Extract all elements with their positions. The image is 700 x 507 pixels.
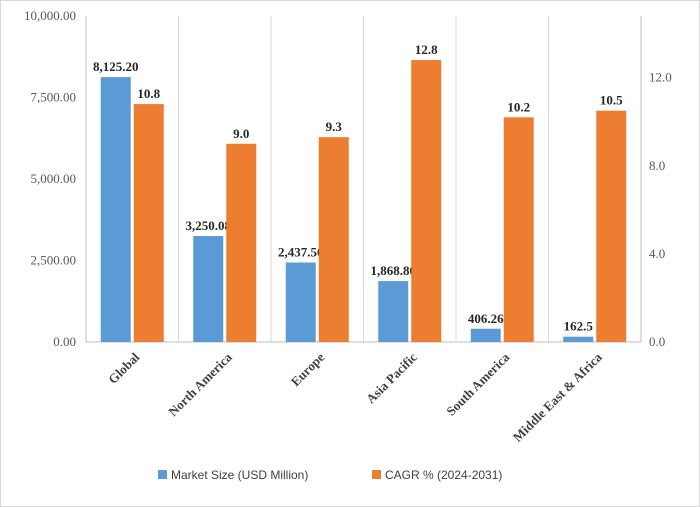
y-right-tick-label: 4.0 <box>649 246 665 261</box>
data-label-market-size: 8,125.20 <box>93 59 139 74</box>
y-left-tick-label: 5,000.00 <box>31 171 77 186</box>
category-label: South America <box>443 349 512 418</box>
bar-cagr <box>411 60 442 343</box>
y-left-tick-label: 0.00 <box>53 334 76 349</box>
bar-cagr <box>226 143 257 342</box>
y-right-tick-label: 12.0 <box>649 70 672 85</box>
bar-cagr <box>133 104 164 342</box>
bar-market-size <box>100 77 131 343</box>
category-label: Asia Pacific <box>363 349 420 406</box>
data-label-cagr: 10.8 <box>137 86 160 101</box>
bar-market-size <box>378 281 409 342</box>
category-label: Europe <box>288 349 328 389</box>
bar-cagr <box>318 137 349 342</box>
category-label: Global <box>105 349 142 386</box>
bar-market-size <box>470 328 501 342</box>
data-label-market-size: 3,250.08 <box>186 218 232 233</box>
bar-cagr <box>596 110 627 342</box>
legend-swatch-market-size <box>158 470 167 479</box>
y-right-tick-label: 8.0 <box>649 158 665 173</box>
data-label-market-size: 406.26 <box>468 311 504 326</box>
y-right-tick-label: 0.0 <box>649 334 665 349</box>
data-label-cagr: 12.8 <box>415 42 438 57</box>
y-left-tick-label: 10,000.00 <box>24 8 76 23</box>
category-label: North America <box>165 349 235 419</box>
data-label-cagr: 10.5 <box>600 93 623 108</box>
data-label-cagr: 9.0 <box>233 126 249 141</box>
y-left-tick-label: 2,500.00 <box>31 253 77 268</box>
data-label-cagr: 10.2 <box>507 99 530 114</box>
y-left-tick-label: 7,500.00 <box>31 90 77 105</box>
legend-label-cagr: CAGR % (2024-2031) <box>385 468 502 482</box>
data-label-market-size: 162.5 <box>564 319 594 334</box>
bar-market-size <box>285 262 316 342</box>
category-label: Middle East & Africa <box>510 349 605 444</box>
data-label-cagr: 9.3 <box>326 119 343 134</box>
bar-market-size <box>193 236 224 342</box>
data-label-market-size: 1,868.80 <box>371 263 417 278</box>
bar-market-size <box>563 336 594 342</box>
legend-swatch-cagr <box>372 470 381 479</box>
legend-label-market-size: Market Size (USD Million) <box>171 468 308 482</box>
data-label-market-size: 2,437.56 <box>278 245 324 260</box>
bar-cagr <box>503 117 534 342</box>
